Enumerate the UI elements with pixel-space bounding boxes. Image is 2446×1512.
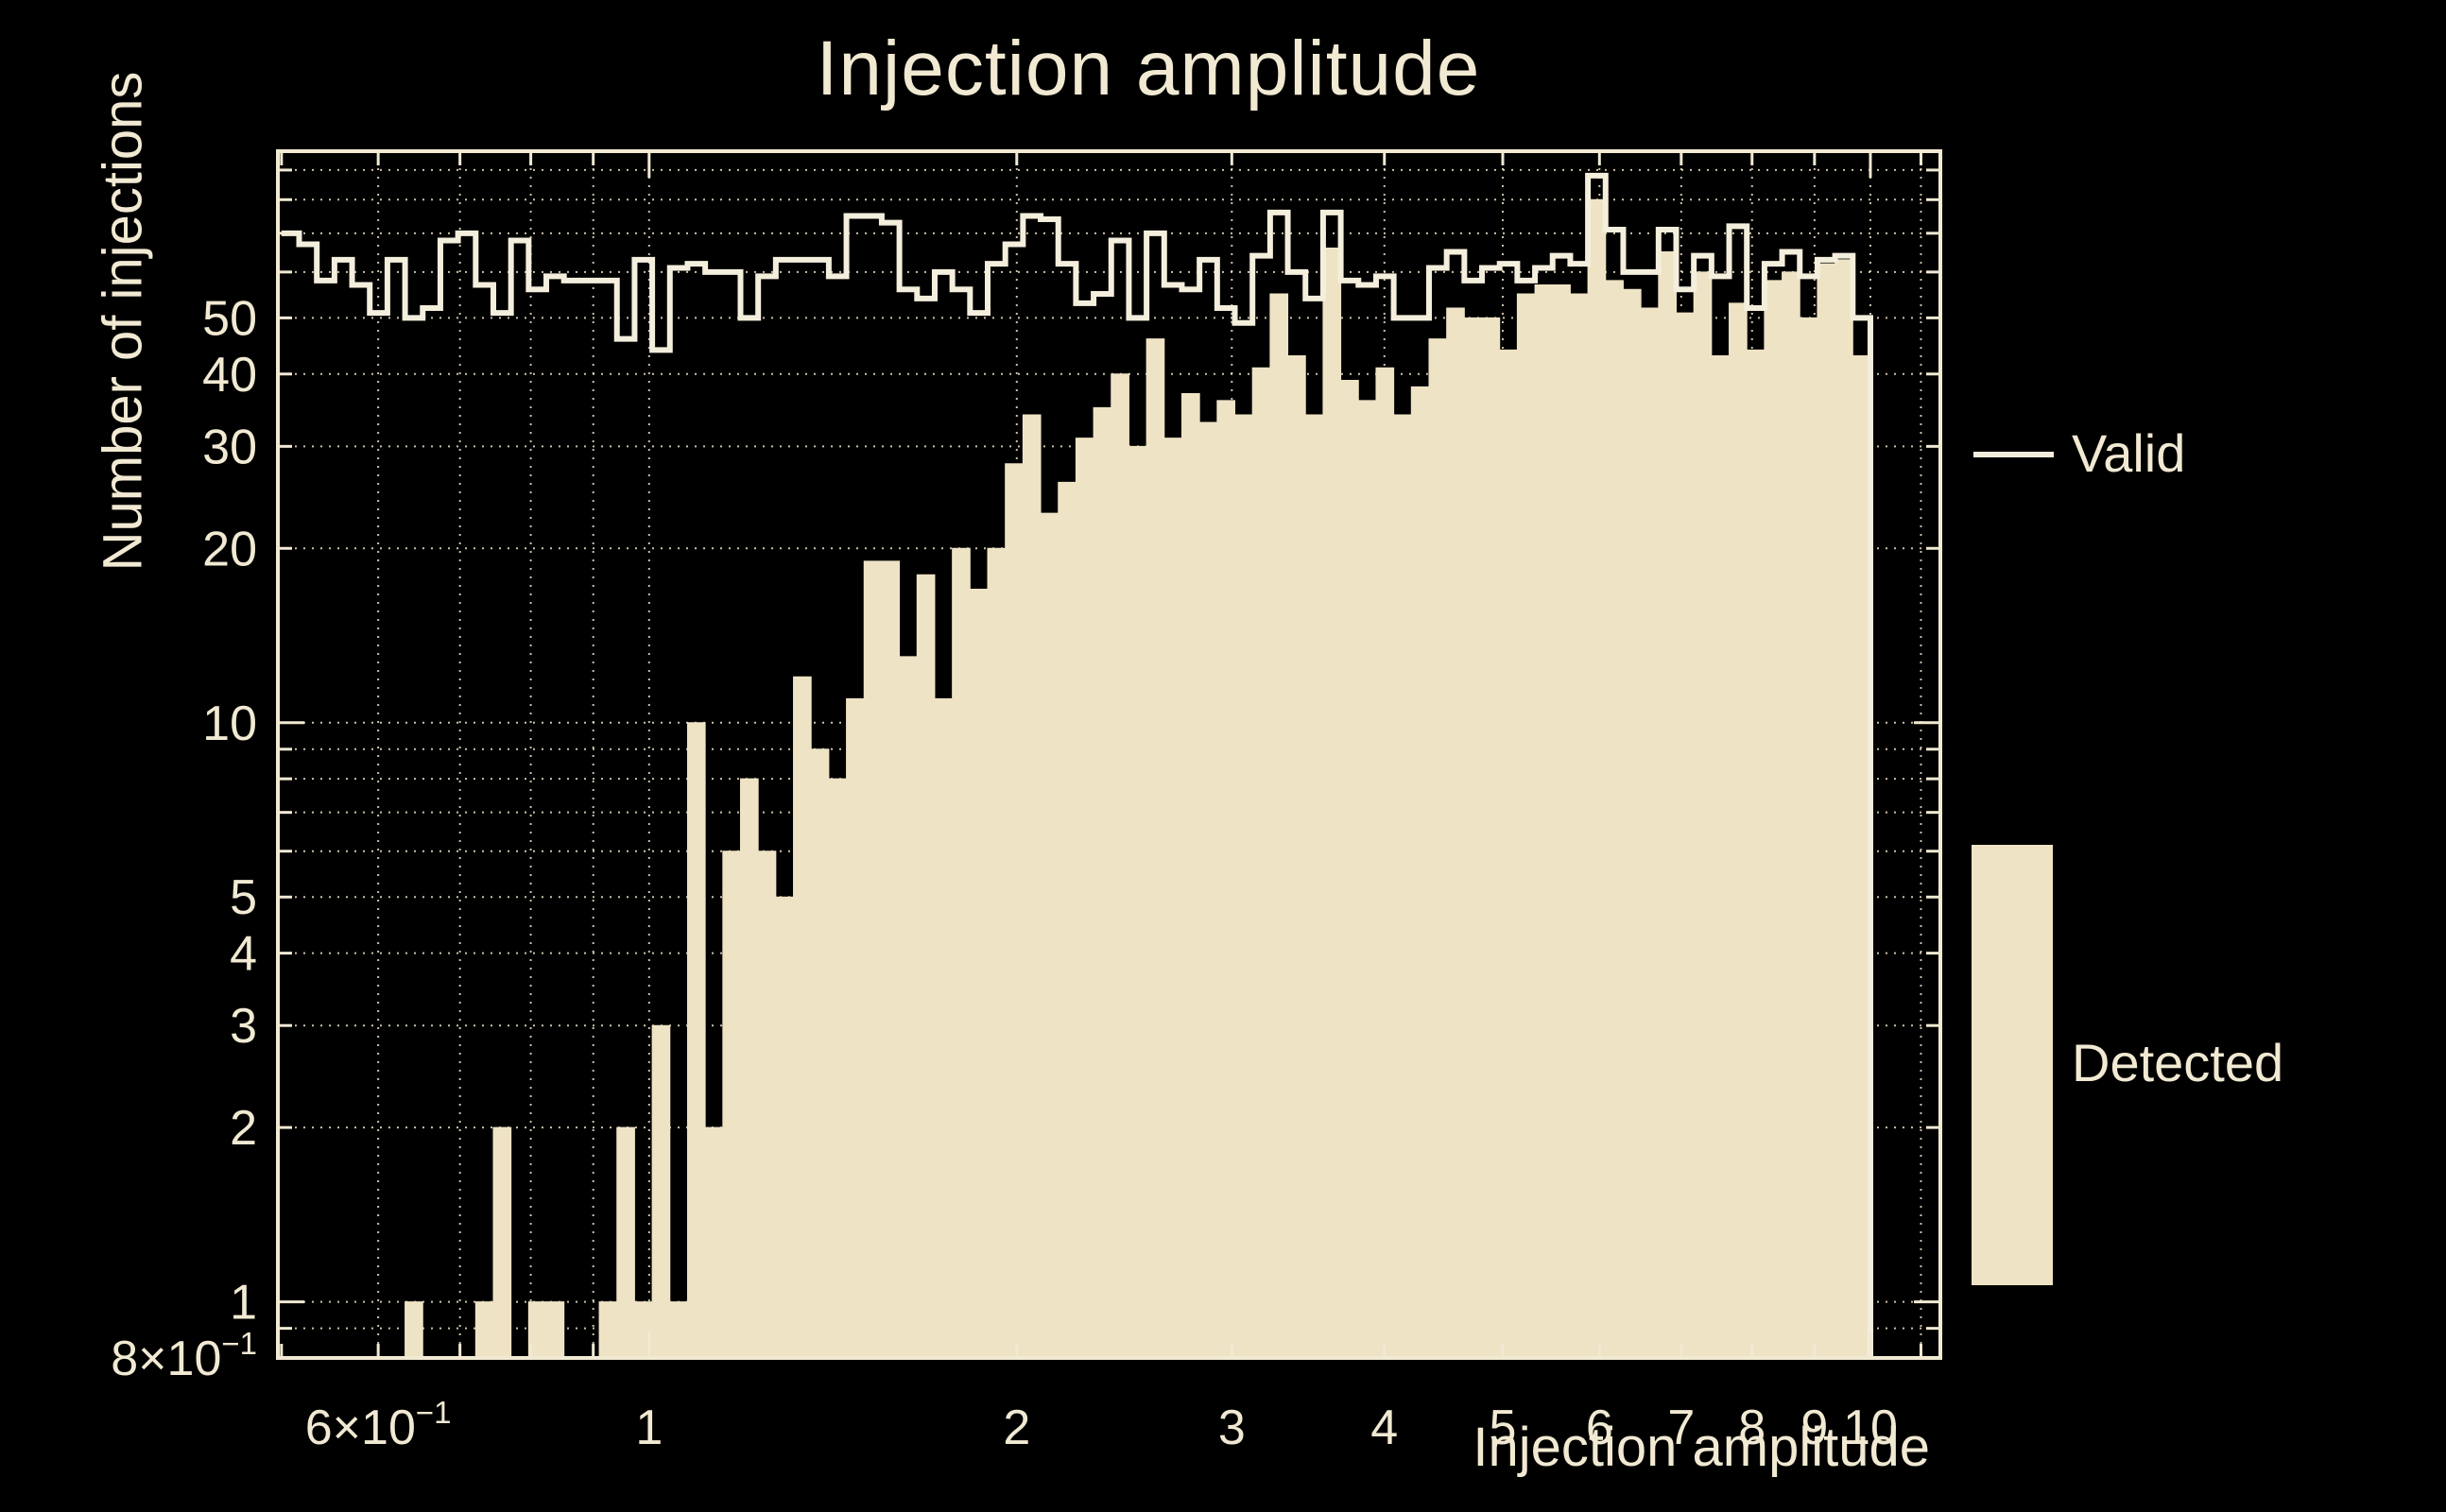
tick-label: 30 (202, 420, 257, 474)
tick-label: 5 (1490, 1400, 1517, 1455)
tick-label: 3 (1218, 1400, 1246, 1455)
tick-label: 2 (1003, 1400, 1030, 1455)
tick-label: 10 (1843, 1400, 1898, 1455)
tick-label: 50 (202, 291, 257, 346)
plot-frame (276, 149, 1942, 1360)
tick-label: 20 (202, 522, 257, 576)
valid-step-line (281, 172, 1873, 1358)
tick-label: 40 (202, 348, 257, 403)
x-axis-title: Injection amplitude (1473, 1417, 1930, 1478)
detected-histogram (281, 198, 1871, 1359)
tick-label: 7 (1667, 1400, 1695, 1455)
tick-label: 6 (1586, 1400, 1613, 1455)
tick-label: 3 (230, 999, 257, 1054)
tick-label: 4 (230, 927, 257, 982)
legend-valid-line-swatch (1973, 452, 2054, 457)
tick-label: 1 (635, 1400, 663, 1455)
chart-title: Injection amplitude (816, 26, 1481, 112)
legend-detected-box-swatch (1972, 845, 2053, 1285)
tick-label: 9 (1800, 1400, 1828, 1455)
tick-label: 2 (230, 1101, 257, 1156)
tick-label: 8×10−1 (111, 1326, 257, 1386)
legend-detected-label: Detected (2072, 1033, 2284, 1093)
tick-label: 10 (202, 696, 257, 751)
legend-valid-label: Valid (2072, 423, 2186, 484)
tick-label: 6×10−1 (305, 1395, 452, 1455)
tick-label: 4 (1370, 1400, 1398, 1455)
tick-label: 5 (230, 870, 257, 925)
tick-label: 8 (1738, 1400, 1766, 1455)
tick-label: 1 (230, 1276, 257, 1331)
